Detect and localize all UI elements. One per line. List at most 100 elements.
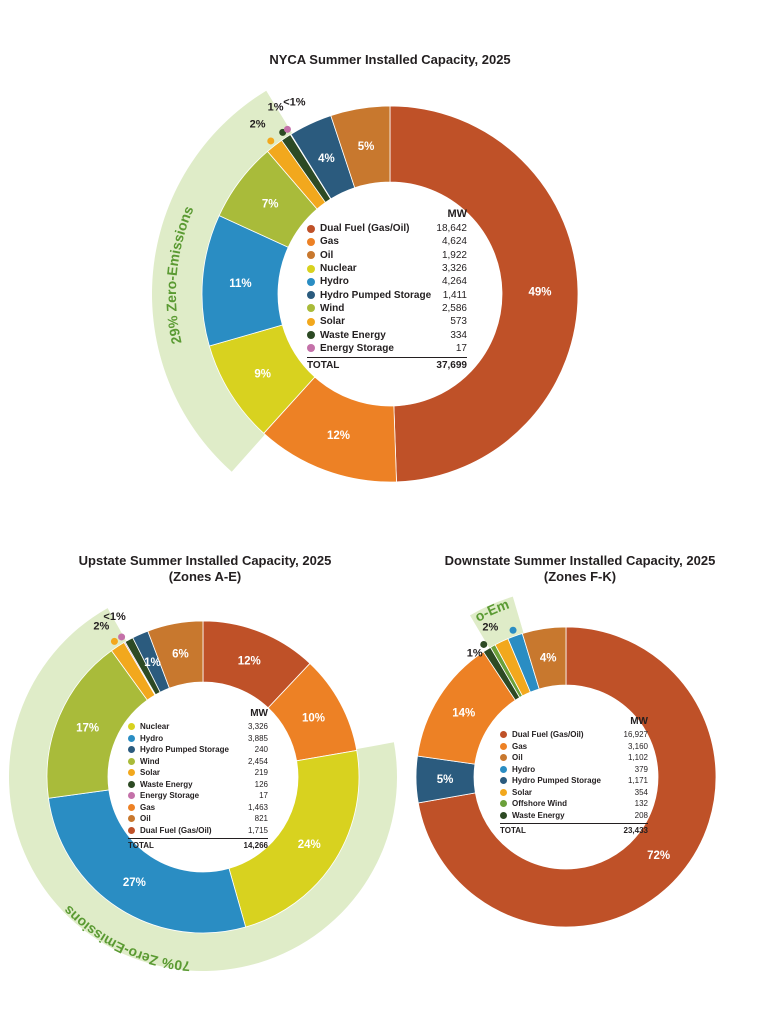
down-total-value: 23,433 bbox=[623, 826, 648, 835]
nyca-legend-item: Gas 4,624 bbox=[307, 235, 467, 248]
down-legend-item: Oil 1,102 bbox=[500, 752, 648, 764]
down-legend-label: Offshore Wind bbox=[512, 799, 568, 809]
up-legend-value: 126 bbox=[254, 779, 268, 789]
down-legend-swatch bbox=[500, 788, 507, 796]
nyca-legend-label: Hydro bbox=[320, 276, 349, 288]
up-legend-swatch bbox=[128, 792, 135, 800]
upstate-chart-title: Upstate Summer Installed Capacity, 2025 … bbox=[40, 553, 370, 585]
up-legend-value: 3,326 bbox=[247, 722, 268, 732]
up-legend-item: Wind 2,454 bbox=[128, 756, 268, 768]
up-legend-swatch bbox=[128, 826, 135, 834]
nyca-legend-value: 4,264 bbox=[441, 276, 467, 288]
nyca-legend-label: Energy Storage bbox=[320, 342, 394, 354]
nyca-legend-value: 17 bbox=[455, 342, 467, 354]
down-legend-swatch bbox=[500, 742, 507, 750]
nyca-slice-marker bbox=[267, 137, 275, 145]
down-total-label: TOTAL bbox=[500, 826, 526, 835]
nyca-legend-item: Hydro Pumped Storage 1,411 bbox=[307, 288, 467, 301]
down-legend-value: 16,927 bbox=[623, 730, 648, 740]
upstate-subtitle-text: (Zones A-E) bbox=[168, 569, 242, 584]
nyca-legend-unit: MW bbox=[447, 208, 467, 220]
down-legend-swatch bbox=[500, 754, 507, 762]
down-slice-label: 4% bbox=[540, 652, 557, 664]
down-legend-value: 379 bbox=[634, 764, 648, 774]
down-legend-item: Offshore Wind 132 bbox=[500, 798, 648, 810]
up-legend-label: Solar bbox=[140, 768, 161, 778]
nyca-legend-value: 3,326 bbox=[441, 263, 467, 275]
nyca-slice-label: 1% bbox=[268, 102, 284, 114]
nyca-legend-swatch bbox=[307, 344, 315, 353]
up-slice-label: 27% bbox=[123, 877, 146, 889]
down-legend-label: Hydro Pumped Storage bbox=[512, 776, 601, 786]
nyca-legend-swatch bbox=[307, 331, 315, 340]
nyca-legend-label: Nuclear bbox=[320, 263, 357, 275]
nyca-slice-marker bbox=[283, 125, 291, 133]
down-legend-value: 1,102 bbox=[627, 753, 648, 763]
upstate-title-text: Upstate Summer Installed Capacity, 2025 bbox=[78, 553, 332, 568]
down-legend-value: 1,171 bbox=[627, 776, 648, 786]
down-legend-label: Solar bbox=[512, 787, 533, 797]
down-slice-label: 2% bbox=[482, 621, 498, 633]
nyca-legend-total: TOTAL 37,699 bbox=[307, 356, 467, 371]
nyca-slice-label: 7% bbox=[262, 199, 279, 211]
nyca-legend-value: 2,586 bbox=[441, 302, 467, 314]
up-legend-label: Energy Storage bbox=[140, 791, 200, 801]
up-legend-label: Gas bbox=[140, 802, 156, 812]
nyca-slice-label: 2% bbox=[250, 118, 266, 130]
nyca-legend-label: Solar bbox=[320, 316, 346, 328]
nyca-legend-item: Nuclear 3,326 bbox=[307, 262, 467, 275]
nyca-legend-value: 18,642 bbox=[436, 223, 467, 235]
up-legend-value: 1,715 bbox=[247, 825, 268, 835]
up-legend-total: TOTAL 14,266 bbox=[128, 838, 268, 850]
up-legend-value: 1,463 bbox=[247, 802, 268, 812]
nyca-legend-value: 1,411 bbox=[442, 289, 467, 301]
nyca-legend-value: 573 bbox=[450, 316, 467, 328]
nyca-legend-item: Hydro 4,264 bbox=[307, 275, 467, 288]
nyca-legend-label: Wind bbox=[320, 302, 345, 314]
up-legend-item: Oil 821 bbox=[128, 813, 268, 825]
down-legend-item: Dual Fuel (Gas/Oil) 16,927 bbox=[500, 729, 648, 741]
downstate-title-text: Downstate Summer Installed Capacity, 202… bbox=[444, 553, 716, 568]
nyca-legend-item: Waste Energy 334 bbox=[307, 328, 467, 341]
nyca-slice-dual-fuel-gas-oil- bbox=[389, 105, 579, 483]
nyca-legend-swatch bbox=[307, 317, 315, 326]
up-legend-item: Energy Storage 17 bbox=[128, 790, 268, 802]
nyca-legend-swatch bbox=[307, 237, 315, 246]
down-legend-swatch bbox=[500, 765, 507, 773]
downstate-chart-title: Downstate Summer Installed Capacity, 202… bbox=[410, 553, 750, 585]
nyca-legend-label: Hydro Pumped Storage bbox=[320, 289, 432, 301]
up-legend-value: 240 bbox=[254, 745, 268, 755]
up-slice-hydro bbox=[48, 789, 247, 934]
up-slice-label: 1% bbox=[144, 657, 161, 669]
nyca-legend-item: Energy Storage 17 bbox=[307, 342, 467, 355]
up-slice-marker bbox=[110, 637, 118, 645]
down-legend-value: 208 bbox=[634, 810, 648, 820]
up-legend-swatch bbox=[128, 815, 135, 823]
nyca-legend-label: Waste Energy bbox=[320, 329, 386, 341]
up-legend-label: Dual Fuel (Gas/Oil) bbox=[140, 825, 212, 835]
up-legend-item: Waste Energy 126 bbox=[128, 779, 268, 791]
nyca-total-value: 37,699 bbox=[436, 359, 467, 371]
nyca-slice-label: <1% bbox=[283, 97, 306, 109]
down-legend-item: Gas 3,160 bbox=[500, 741, 648, 753]
up-legend-swatch bbox=[128, 757, 135, 765]
up-legend-swatch bbox=[128, 734, 135, 742]
nyca-legend-item: Oil 1,922 bbox=[307, 249, 467, 262]
down-slice-label: 1% bbox=[467, 648, 483, 660]
down-legend-item: Hydro Pumped Storage 1,171 bbox=[500, 775, 648, 787]
up-legend-item: Gas 1,463 bbox=[128, 802, 268, 814]
up-legend-label: Wind bbox=[140, 756, 160, 766]
down-legend-item: Waste Energy 208 bbox=[500, 810, 648, 822]
nyca-legend: MW Dual Fuel (Gas/Oil) 18,642 Gas 4,624 Oil 1,… bbox=[307, 208, 467, 371]
down-legend-value: 354 bbox=[634, 787, 648, 797]
nyca-legend-item: Solar 573 bbox=[307, 315, 467, 328]
down-legend-value: 132 bbox=[634, 799, 648, 809]
down-slice-dual-fuel-gas-oil- bbox=[417, 626, 717, 928]
up-legend-swatch bbox=[128, 769, 135, 777]
upstate-legend: MW Nuclear 3,326 Hydro 3,885 Hydro Pumped Sto… bbox=[128, 708, 268, 850]
up-legend-unit: MW bbox=[250, 708, 268, 719]
down-legend-total: TOTAL 23,433 bbox=[500, 823, 648, 835]
up-legend-label: Waste Energy bbox=[140, 779, 193, 789]
up-legend-value: 219 bbox=[254, 768, 268, 778]
nyca-title-text: NYCA Summer Installed Capacity, 2025 bbox=[269, 52, 511, 67]
